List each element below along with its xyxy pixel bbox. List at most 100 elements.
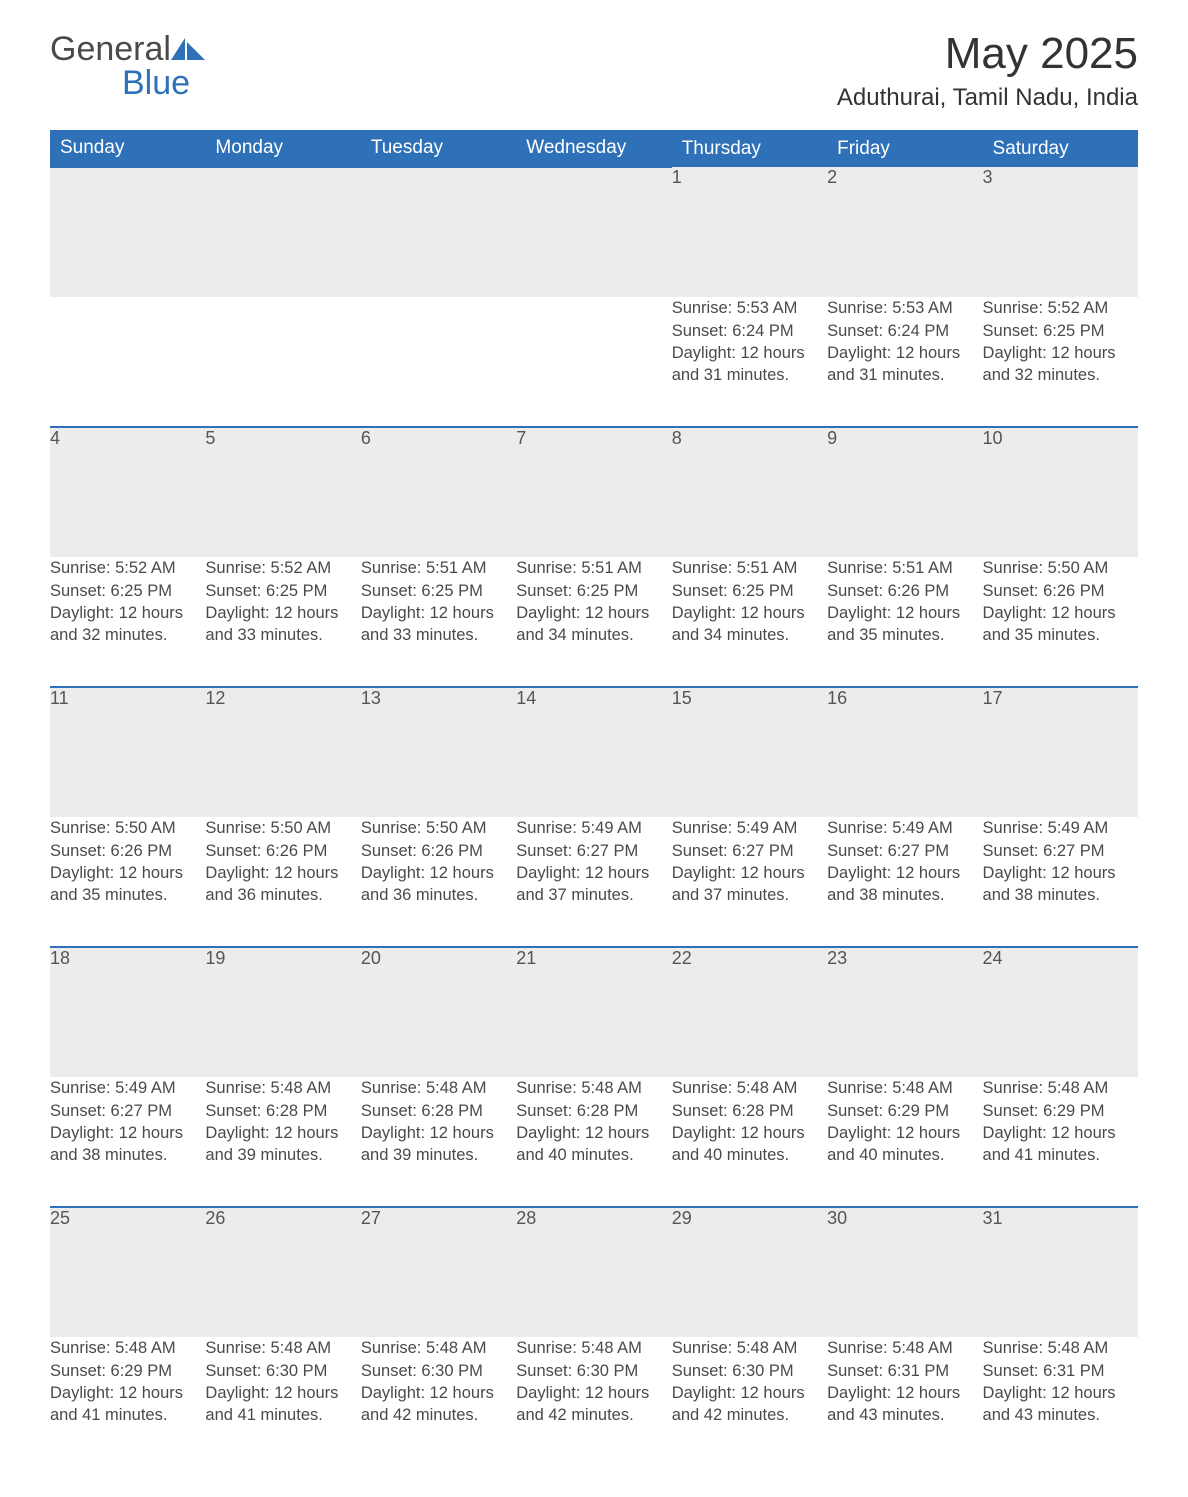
sunrise-line: Sunrise: 5:52 AM: [50, 557, 205, 579]
month-title: May 2025: [837, 30, 1138, 78]
day-cell: Sunrise: 5:49 AMSunset: 6:27 PMDaylight:…: [672, 817, 827, 947]
day-number: 8: [672, 427, 827, 557]
weekday-header: Monday: [205, 130, 360, 167]
location-text: Aduthurai, Tamil Nadu, India: [837, 84, 1138, 112]
day-number: 23: [827, 947, 982, 1077]
empty-day-number: [205, 167, 360, 297]
sunrise-line: Sunrise: 5:52 AM: [205, 557, 360, 579]
weekday-header: Wednesday: [516, 130, 671, 167]
sunset-line: Sunset: 6:31 PM: [983, 1360, 1138, 1382]
weekday-header: Friday: [827, 130, 982, 167]
weekday-header: Thursday: [672, 130, 827, 167]
day-number: 22: [672, 947, 827, 1077]
day-number: 25: [50, 1207, 205, 1337]
sunrise-line: Sunrise: 5:48 AM: [361, 1077, 516, 1099]
day-cell: Sunrise: 5:48 AMSunset: 6:28 PMDaylight:…: [361, 1077, 516, 1207]
day-cell: Sunrise: 5:53 AMSunset: 6:24 PMDaylight:…: [672, 297, 827, 427]
sunrise-line: Sunrise: 5:48 AM: [516, 1337, 671, 1359]
day-number: 16: [827, 687, 982, 817]
sunrise-line: Sunrise: 5:51 AM: [516, 557, 671, 579]
sunrise-line: Sunrise: 5:48 AM: [672, 1337, 827, 1359]
sunrise-line: Sunrise: 5:51 AM: [827, 557, 982, 579]
day-cell: Sunrise: 5:48 AMSunset: 6:29 PMDaylight:…: [983, 1077, 1138, 1207]
day-number: 20: [361, 947, 516, 1077]
sunset-line: Sunset: 6:30 PM: [516, 1360, 671, 1382]
day-number: 3: [983, 167, 1138, 297]
empty-day-body: [516, 297, 671, 427]
daylight-line: Daylight: 12 hours and 38 minutes.: [983, 862, 1138, 907]
empty-day-body: [205, 297, 360, 427]
sunrise-line: Sunrise: 5:50 AM: [361, 817, 516, 839]
daylight-line: Daylight: 12 hours and 42 minutes.: [361, 1382, 516, 1427]
sunset-line: Sunset: 6:25 PM: [672, 580, 827, 602]
day-number: 31: [983, 1207, 1138, 1337]
daylight-line: Daylight: 12 hours and 35 minutes.: [827, 602, 982, 647]
sunrise-line: Sunrise: 5:48 AM: [827, 1337, 982, 1359]
sunset-line: Sunset: 6:27 PM: [983, 840, 1138, 862]
weekday-header: Saturday: [983, 130, 1138, 167]
sunrise-line: Sunrise: 5:53 AM: [672, 297, 827, 319]
brand-word-2: Blue: [122, 64, 190, 102]
sunset-line: Sunset: 6:25 PM: [361, 580, 516, 602]
sunset-line: Sunset: 6:29 PM: [827, 1100, 982, 1122]
sunset-line: Sunset: 6:26 PM: [983, 580, 1138, 602]
daylight-line: Daylight: 12 hours and 39 minutes.: [361, 1122, 516, 1167]
day-number: 6: [361, 427, 516, 557]
sunrise-line: Sunrise: 5:52 AM: [983, 297, 1138, 319]
day-cell: Sunrise: 5:51 AMSunset: 6:25 PMDaylight:…: [516, 557, 671, 687]
day-number: 11: [50, 687, 205, 817]
sunset-line: Sunset: 6:28 PM: [516, 1100, 671, 1122]
sunrise-line: Sunrise: 5:50 AM: [983, 557, 1138, 579]
day-number: 28: [516, 1207, 671, 1337]
daylight-line: Daylight: 12 hours and 43 minutes.: [983, 1382, 1138, 1427]
daylight-line: Daylight: 12 hours and 42 minutes.: [672, 1382, 827, 1427]
sunrise-line: Sunrise: 5:50 AM: [50, 817, 205, 839]
day-number: 27: [361, 1207, 516, 1337]
daylight-line: Daylight: 12 hours and 40 minutes.: [827, 1122, 982, 1167]
sunset-line: Sunset: 6:28 PM: [672, 1100, 827, 1122]
day-number: 18: [50, 947, 205, 1077]
day-cell: Sunrise: 5:48 AMSunset: 6:28 PMDaylight:…: [205, 1077, 360, 1207]
empty-day-number: [50, 167, 205, 297]
daylight-line: Daylight: 12 hours and 39 minutes.: [205, 1122, 360, 1167]
empty-day-number: [361, 167, 516, 297]
day-cell: Sunrise: 5:52 AMSunset: 6:25 PMDaylight:…: [983, 297, 1138, 427]
title-block: May 2025 Aduthurai, Tamil Nadu, India: [837, 30, 1138, 112]
day-number: 24: [983, 947, 1138, 1077]
day-cell: Sunrise: 5:49 AMSunset: 6:27 PMDaylight:…: [50, 1077, 205, 1207]
daylight-line: Daylight: 12 hours and 31 minutes.: [672, 342, 827, 387]
daylight-line: Daylight: 12 hours and 37 minutes.: [516, 862, 671, 907]
brand-text: General Blue: [50, 30, 205, 100]
day-body-row: Sunrise: 5:52 AMSunset: 6:25 PMDaylight:…: [50, 557, 1138, 687]
day-body-row: Sunrise: 5:50 AMSunset: 6:26 PMDaylight:…: [50, 817, 1138, 947]
day-number: 14: [516, 687, 671, 817]
weekday-header: Tuesday: [361, 130, 516, 167]
day-cell: Sunrise: 5:49 AMSunset: 6:27 PMDaylight:…: [516, 817, 671, 947]
calendar-table: SundayMondayTuesdayWednesdayThursdayFrid…: [50, 130, 1138, 1467]
day-cell: Sunrise: 5:48 AMSunset: 6:31 PMDaylight:…: [983, 1337, 1138, 1467]
day-number: 5: [205, 427, 360, 557]
day-number: 17: [983, 687, 1138, 817]
day-number-row: 11121314151617: [50, 687, 1138, 817]
sunset-line: Sunset: 6:30 PM: [361, 1360, 516, 1382]
day-number-row: 45678910: [50, 427, 1138, 557]
day-cell: Sunrise: 5:48 AMSunset: 6:30 PMDaylight:…: [516, 1337, 671, 1467]
sunrise-line: Sunrise: 5:49 AM: [827, 817, 982, 839]
daylight-line: Daylight: 12 hours and 38 minutes.: [50, 1122, 205, 1167]
day-number: 12: [205, 687, 360, 817]
sunrise-line: Sunrise: 5:51 AM: [672, 557, 827, 579]
sunrise-line: Sunrise: 5:49 AM: [50, 1077, 205, 1099]
brand-word-1: General: [50, 30, 171, 68]
sunset-line: Sunset: 6:26 PM: [50, 840, 205, 862]
sunrise-line: Sunrise: 5:49 AM: [672, 817, 827, 839]
day-cell: Sunrise: 5:53 AMSunset: 6:24 PMDaylight:…: [827, 297, 982, 427]
daylight-line: Daylight: 12 hours and 34 minutes.: [516, 602, 671, 647]
day-cell: Sunrise: 5:48 AMSunset: 6:31 PMDaylight:…: [827, 1337, 982, 1467]
sunset-line: Sunset: 6:27 PM: [50, 1100, 205, 1122]
daylight-line: Daylight: 12 hours and 33 minutes.: [361, 602, 516, 647]
day-number: 30: [827, 1207, 982, 1337]
sunrise-line: Sunrise: 5:51 AM: [361, 557, 516, 579]
daylight-line: Daylight: 12 hours and 38 minutes.: [827, 862, 982, 907]
day-number: 29: [672, 1207, 827, 1337]
daylight-line: Daylight: 12 hours and 33 minutes.: [205, 602, 360, 647]
